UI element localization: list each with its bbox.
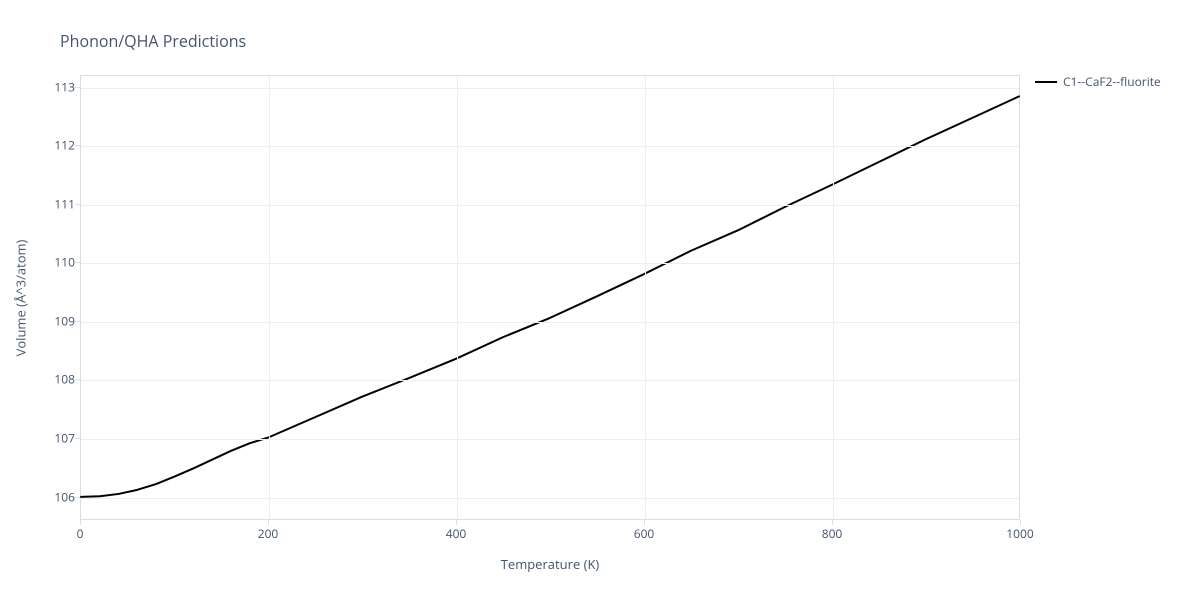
- series-svg: [81, 76, 1019, 519]
- grid-horizontal: [81, 263, 1019, 264]
- y-tick-mark: [75, 145, 80, 146]
- y-tick-label: 109: [54, 312, 75, 329]
- legend-swatch: [1035, 81, 1057, 83]
- grid-horizontal: [81, 439, 1019, 440]
- y-tick-label: 110: [54, 254, 75, 271]
- y-tick-mark: [75, 497, 80, 498]
- grid-horizontal: [81, 88, 1019, 89]
- grid-vertical: [645, 76, 646, 519]
- grid-vertical: [457, 76, 458, 519]
- legend: C1--CaF2--fluorite: [1035, 73, 1161, 90]
- x-tick-label: 1000: [1006, 525, 1033, 542]
- y-tick-mark: [75, 204, 80, 205]
- y-tick-mark: [75, 438, 80, 439]
- series-line: [81, 96, 1019, 496]
- y-axis-label: Volume (Å^3/atom): [0, 75, 60, 520]
- y-tick-label: 107: [54, 430, 75, 447]
- grid-horizontal: [81, 322, 1019, 323]
- chart-title: Phonon/QHA Predictions: [60, 30, 246, 52]
- y-tick-label: 106: [54, 488, 75, 505]
- y-tick-mark: [75, 262, 80, 263]
- x-axis-label: Temperature (K): [80, 555, 1020, 573]
- y-axis-label-text: Volume (Å^3/atom): [11, 239, 29, 356]
- y-tick-label: 112: [54, 137, 75, 154]
- legend-label: C1--CaF2--fluorite: [1063, 73, 1161, 90]
- y-tick-label: 113: [54, 78, 75, 95]
- grid-vertical: [833, 76, 834, 519]
- y-tick-mark: [75, 87, 80, 88]
- grid-horizontal: [81, 498, 1019, 499]
- grid-vertical: [269, 76, 270, 519]
- y-tick-mark: [75, 379, 80, 380]
- y-tick-mark: [75, 321, 80, 322]
- x-tick-label: 400: [446, 525, 467, 542]
- chart-container: Phonon/QHA Predictions Temperature (K) V…: [0, 0, 1200, 600]
- x-tick-label: 0: [77, 525, 84, 542]
- x-tick-label: 600: [634, 525, 655, 542]
- x-tick-label: 800: [822, 525, 843, 542]
- grid-horizontal: [81, 380, 1019, 381]
- x-tick-label: 200: [258, 525, 279, 542]
- grid-horizontal: [81, 205, 1019, 206]
- y-tick-label: 108: [54, 371, 75, 388]
- grid-horizontal: [81, 146, 1019, 147]
- plot-area: [80, 75, 1020, 520]
- y-tick-label: 111: [54, 195, 75, 212]
